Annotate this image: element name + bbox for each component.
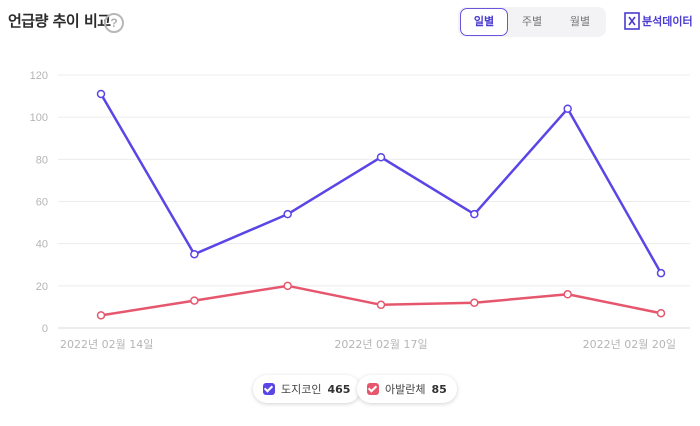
legend-item-dogecoin[interactable]: 도지코인 465 — [253, 375, 361, 403]
y-tick-label: 80 — [36, 154, 48, 166]
data-point-1-0 — [96, 311, 106, 320]
x-tick-label: 2022년 02월 14일 — [60, 337, 153, 351]
x-tick-label: 2022년 02월 17일 — [334, 337, 427, 351]
tab-weekly[interactable]: 주별 — [521, 15, 543, 28]
chart-series — [96, 89, 666, 320]
tab-monthly[interactable]: 월별 — [569, 15, 591, 28]
help-icon[interactable]: ? — [104, 13, 124, 33]
legend-label: 도지코인 — [281, 383, 322, 396]
legend-label: 아발란체 — [385, 383, 426, 396]
export-label: 분석데이터 — [642, 15, 693, 28]
data-point-1-6 — [656, 308, 666, 318]
legend-item-avalanche[interactable]: 아발란체 85 — [357, 375, 457, 403]
y-tick-label: 0 — [42, 323, 48, 335]
chart-title: 언급량 추이 비교 — [8, 12, 111, 30]
data-point-0-0 — [96, 89, 106, 99]
data-point-1-3 — [376, 300, 386, 310]
data-point-0-2 — [283, 209, 292, 219]
export-data-button[interactable]: 분석데이터 — [624, 12, 693, 30]
tab-daily[interactable]: 일별 — [460, 8, 508, 36]
data-point-0-5 — [563, 104, 572, 113]
y-tick-label: 100 — [30, 112, 48, 124]
x-axis: 2022년 02월 14일 2022년 02월 17일 2022년 02월 20일 — [60, 337, 676, 351]
period-toggle: 일별 주별 월별 — [458, 7, 606, 37]
excel-icon — [624, 12, 640, 30]
y-tick-label: 20 — [36, 281, 48, 293]
legend-count: 465 — [327, 382, 351, 396]
y-axis: 0 20 40 60 80 100 120 — [30, 70, 48, 335]
series-line-0 — [99, 93, 663, 274]
data-point-0-1 — [190, 249, 199, 259]
data-point-1-2 — [283, 281, 292, 291]
y-tick-label: 60 — [36, 197, 48, 209]
data-point-1-1 — [190, 296, 199, 305]
data-point-1-4 — [470, 298, 479, 307]
data-point-0-6 — [656, 268, 666, 278]
y-tick-label: 40 — [36, 239, 48, 251]
checkbox-icon — [367, 383, 379, 395]
data-point-0-3 — [376, 152, 386, 162]
checkbox-icon — [263, 383, 275, 395]
y-tick-label: 120 — [30, 70, 48, 82]
chart-grid — [58, 74, 690, 329]
x-tick-label: 2022년 02월 20일 — [583, 337, 676, 351]
data-point-0-4 — [470, 209, 479, 219]
legend-count: 85 — [431, 382, 447, 396]
data-point-1-5 — [563, 290, 572, 299]
